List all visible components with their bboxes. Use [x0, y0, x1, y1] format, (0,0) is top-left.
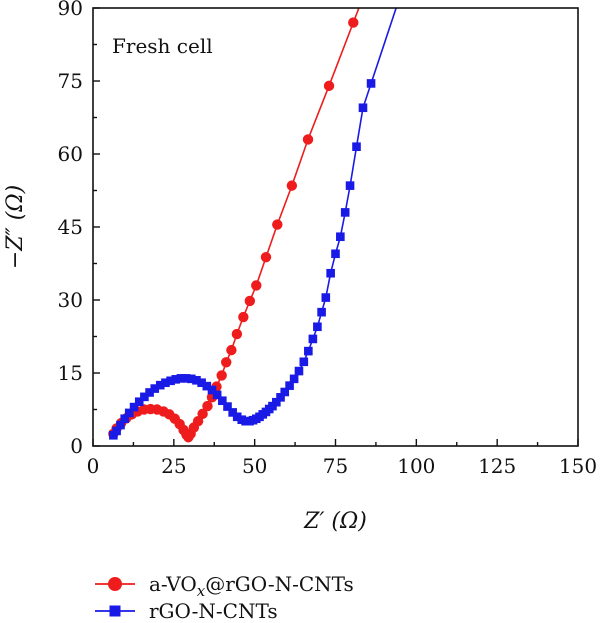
x-tick-label: 25	[161, 454, 186, 478]
data-point-square	[218, 396, 227, 406]
legend-label-1: a-VOx@rGO-N-CNTs	[149, 572, 354, 600]
data-point-square	[289, 374, 299, 384]
data-point-square	[171, 375, 181, 384]
data-point-square	[129, 402, 139, 412]
data-point-square	[197, 378, 206, 388]
data-point-square	[272, 397, 281, 407]
y-tick-label: 45	[58, 215, 83, 239]
x-tick-label: 0	[87, 454, 100, 478]
data-point-circle	[238, 311, 249, 323]
y-tick-label: 30	[58, 288, 83, 312]
data-point-square	[207, 385, 217, 395]
data-point-square	[280, 387, 290, 397]
data-point-square	[340, 208, 350, 217]
x-tick-label: 50	[242, 454, 267, 478]
axis-ticks	[92, 7, 579, 447]
y-tick-label: 60	[58, 142, 83, 166]
y-tick-label: 75	[58, 69, 83, 93]
data-point-square	[166, 376, 175, 386]
data-point-square	[352, 142, 361, 151]
data-point-square	[304, 346, 313, 356]
data-point-square	[326, 268, 335, 278]
data-point-square	[276, 393, 285, 402]
data-point-square	[140, 392, 149, 402]
data-point-square	[134, 397, 144, 407]
x-tick-label: 75	[323, 454, 348, 478]
data-point-square	[232, 412, 242, 422]
data-point-square	[358, 103, 368, 113]
data-point-circle	[251, 280, 262, 291]
data-point-square	[317, 307, 326, 317]
data-point-circle	[216, 370, 227, 381]
data-point-square	[116, 420, 125, 430]
data-point-square	[212, 390, 222, 400]
data-point-circle	[286, 180, 298, 191]
chart-annotation: Fresh cell	[112, 34, 213, 58]
data-point-square	[109, 430, 118, 440]
x-axis-title: Z′ (Ω)	[303, 509, 367, 534]
data-point-circle	[226, 344, 237, 356]
data-point-square	[145, 388, 154, 397]
x-tick-label: 125	[478, 454, 516, 478]
data-point-square	[321, 293, 331, 302]
data-point-square	[155, 380, 165, 390]
series-lines	[112, 8, 397, 439]
data-point-circle	[272, 219, 283, 230]
data-point-square	[294, 366, 304, 376]
data-point-square	[366, 79, 376, 88]
series-line-2	[112, 8, 397, 436]
data-point-circle	[244, 295, 256, 307]
data-point-circle	[221, 357, 232, 368]
x-tick-label: 150	[559, 454, 597, 478]
series-line-1	[112, 8, 360, 439]
y-tick-label: 90	[58, 0, 83, 20]
data-point-circle	[348, 17, 359, 28]
data-point-square	[285, 381, 294, 390]
y-tick-label: 15	[58, 361, 83, 385]
axis-tick-labels: 0 25 50 75 100 125 150 0 15 30 45 60 75 90	[58, 0, 598, 478]
data-point-square	[112, 426, 121, 436]
data-point-square	[176, 374, 186, 383]
data-point-circle	[202, 400, 213, 412]
y-axis-title: −Z″ (Ω)	[3, 185, 28, 269]
data-point-circle	[231, 328, 243, 340]
data-point-square	[192, 376, 201, 385]
data-point-square	[331, 249, 340, 259]
x-tick-label: 100	[397, 454, 435, 478]
y-tick-label: 0	[70, 434, 83, 458]
data-point-circle	[323, 80, 335, 92]
data-point-square	[186, 374, 196, 384]
legend-marker-circle	[108, 577, 122, 591]
data-point-square	[336, 232, 345, 242]
data-point-square	[345, 181, 355, 190]
data-point-circle	[302, 134, 314, 145]
data-point-square	[308, 334, 318, 344]
data-point-square	[223, 402, 232, 411]
data-point-square	[313, 322, 322, 332]
legend-marker-square	[109, 605, 121, 617]
data-point-circle	[197, 408, 208, 420]
series-markers	[108, 17, 376, 443]
data-point-square	[150, 384, 160, 393]
data-point-square	[181, 374, 191, 383]
data-point-circle	[260, 251, 272, 263]
data-point-square	[228, 408, 237, 417]
data-point-square	[161, 378, 170, 388]
data-point-square	[299, 357, 309, 367]
data-point-square	[202, 381, 212, 391]
data-point-square	[120, 414, 129, 424]
legend-label-2: rGO-N-CNTs	[149, 599, 278, 623]
data-point-square	[124, 408, 134, 418]
